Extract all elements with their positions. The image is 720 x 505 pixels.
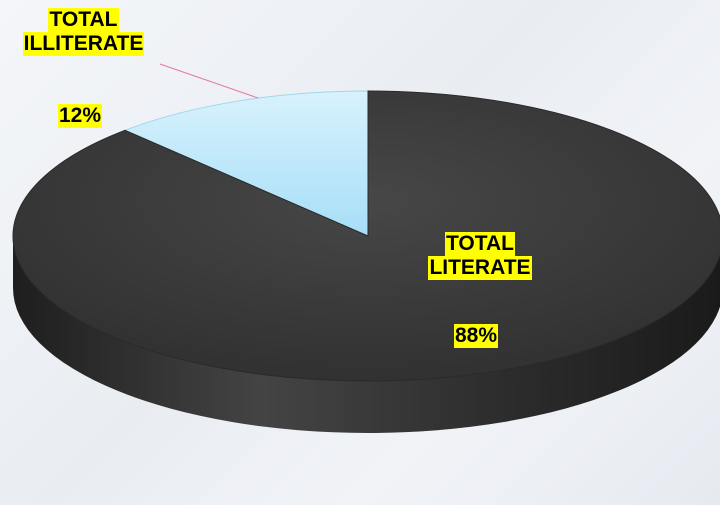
slice-value-illiterate: 12%: [58, 104, 103, 128]
pie-slice-total-literate: [12, 90, 720, 382]
slice-label-literate: TOTAL LITERATE: [412, 232, 548, 280]
slice-label-line: ILLITERATE: [22, 32, 145, 56]
slice-label-line: LITERATE: [428, 256, 532, 280]
pie-slice-total-illiterate: [123, 90, 369, 237]
slice-label-line: TOTAL: [444, 232, 516, 256]
slice-value-text: 88%: [454, 324, 499, 348]
pie-side-wall: [13, 236, 720, 433]
slice-value-literate: 88%: [454, 324, 499, 348]
leader-line: [159, 63, 259, 99]
slice-label-line: TOTAL: [48, 8, 119, 32]
slice-value-text: 12%: [58, 104, 103, 128]
slice-label-illiterate: TOTAL ILLITERATE: [6, 8, 161, 56]
